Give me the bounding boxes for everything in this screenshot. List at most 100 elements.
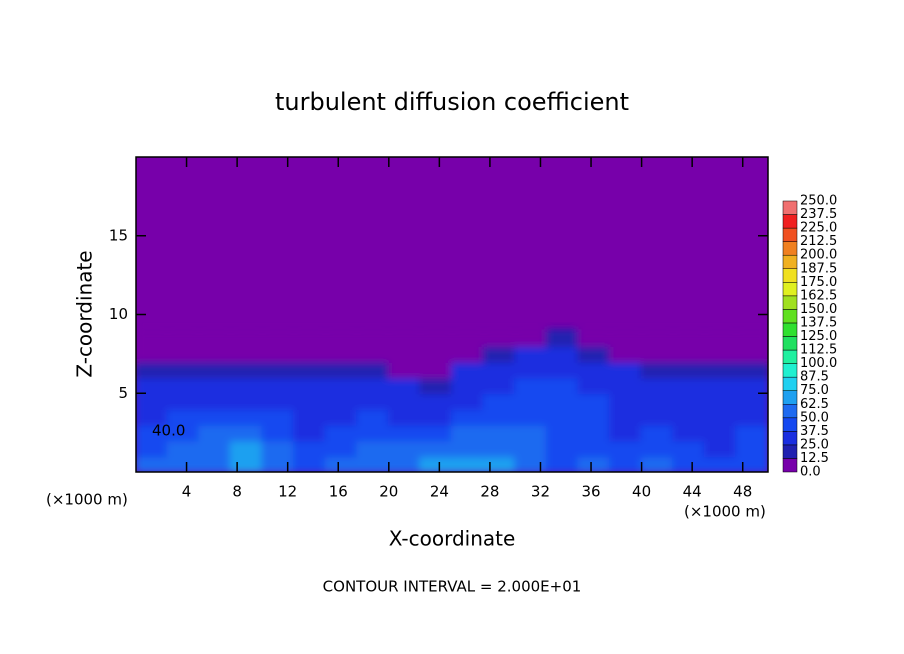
field-cell — [514, 392, 548, 410]
field-cell — [419, 455, 453, 472]
field-cells — [136, 329, 768, 472]
field-cell — [387, 360, 422, 379]
field-cell — [136, 392, 169, 410]
field-cell — [577, 408, 611, 426]
x-tick-label: 44 — [683, 483, 702, 501]
field-cell — [482, 345, 517, 363]
colorbar-label: 137.5 — [800, 315, 837, 330]
field-cell — [703, 392, 738, 410]
colorbar-label: 200.0 — [800, 248, 837, 263]
field-cell — [609, 376, 643, 395]
field-cell — [703, 376, 738, 395]
field-cell — [640, 392, 675, 410]
field-cell — [166, 360, 201, 379]
field-cell — [640, 455, 675, 472]
field-cell — [356, 376, 390, 395]
colorbar-label: 37.5 — [800, 424, 829, 439]
field-cell — [166, 345, 201, 363]
colorbar-swatch — [782, 295, 798, 310]
colorbar-swatch — [782, 349, 798, 364]
field-cell — [229, 376, 264, 395]
field-cell — [419, 392, 453, 410]
colorbar-swatch — [782, 376, 798, 391]
field-cell — [672, 439, 706, 458]
field-cell — [229, 408, 264, 426]
colorbar-swatch — [782, 214, 798, 229]
field-cell — [198, 423, 232, 442]
field-cell — [356, 439, 390, 458]
field-cell — [136, 455, 169, 472]
field-cell — [577, 376, 611, 395]
x-tick-label: 4 — [182, 483, 192, 501]
field-cell — [293, 439, 327, 458]
field-cell — [229, 439, 264, 458]
field-cell — [293, 392, 327, 410]
field-cell — [609, 345, 643, 363]
field-cell — [324, 423, 359, 442]
colorbar-swatch — [782, 282, 798, 297]
field-cell — [545, 376, 580, 395]
field-cell — [577, 423, 611, 442]
field-cell — [136, 376, 169, 395]
field-cell — [703, 345, 738, 363]
field-cell — [672, 392, 706, 410]
field-cell — [703, 423, 738, 442]
field-cell — [387, 392, 422, 410]
colorbar-swatch — [782, 417, 798, 432]
y-tick-label: 5 — [118, 384, 128, 402]
field-cell — [387, 423, 422, 442]
colorbar-swatch — [782, 336, 798, 351]
field-cell — [514, 329, 548, 347]
field-cell — [419, 423, 453, 442]
field-cell — [166, 376, 201, 395]
colorbar-label: 237.5 — [800, 207, 837, 222]
field-cell — [387, 345, 422, 363]
field-cell — [324, 408, 359, 426]
field-cell — [198, 392, 232, 410]
field-cell — [293, 376, 327, 395]
field-cell — [324, 360, 359, 379]
colorbar-label: 100.0 — [800, 356, 837, 371]
field-cell — [387, 439, 422, 458]
field-cell — [229, 329, 264, 347]
field-cell — [514, 455, 548, 472]
colorbar-swatch — [782, 322, 798, 337]
field-cell — [672, 455, 706, 472]
y-axis-label: Z-coordinate — [73, 250, 97, 377]
field-cell — [229, 345, 264, 363]
field-cell — [735, 455, 768, 472]
field-cell — [261, 329, 295, 347]
colorbar-label: 62.5 — [800, 397, 829, 412]
x-tick-label: 24 — [430, 483, 449, 501]
field-cell — [735, 345, 768, 363]
field-cell — [451, 439, 485, 458]
field-cell — [577, 392, 611, 410]
field-cell — [545, 329, 580, 347]
field-cell — [324, 345, 359, 363]
field-cell — [166, 329, 201, 347]
field-cell — [229, 392, 264, 410]
field-cell — [419, 376, 453, 395]
field-cell — [577, 455, 611, 472]
field-cell — [640, 345, 675, 363]
field-cell — [166, 455, 201, 472]
field-cell — [609, 439, 643, 458]
colorbar-label: 0.0 — [800, 465, 821, 480]
field-cell — [198, 329, 232, 347]
field-cell — [514, 439, 548, 458]
field-cell — [324, 329, 359, 347]
colorbar-swatch — [782, 200, 798, 215]
field-cell — [577, 329, 611, 347]
x-tick-label: 12 — [278, 483, 297, 501]
field-cell — [136, 439, 169, 458]
y-tick-label: 15 — [109, 226, 128, 244]
field-cell — [293, 329, 327, 347]
colorbar-label: 50.0 — [800, 410, 829, 425]
field-cell — [640, 423, 675, 442]
field-cell — [324, 392, 359, 410]
field-cell — [261, 423, 295, 442]
colorbar-label: 112.5 — [800, 343, 837, 358]
field-cell — [229, 423, 264, 442]
field-cell — [451, 345, 485, 363]
